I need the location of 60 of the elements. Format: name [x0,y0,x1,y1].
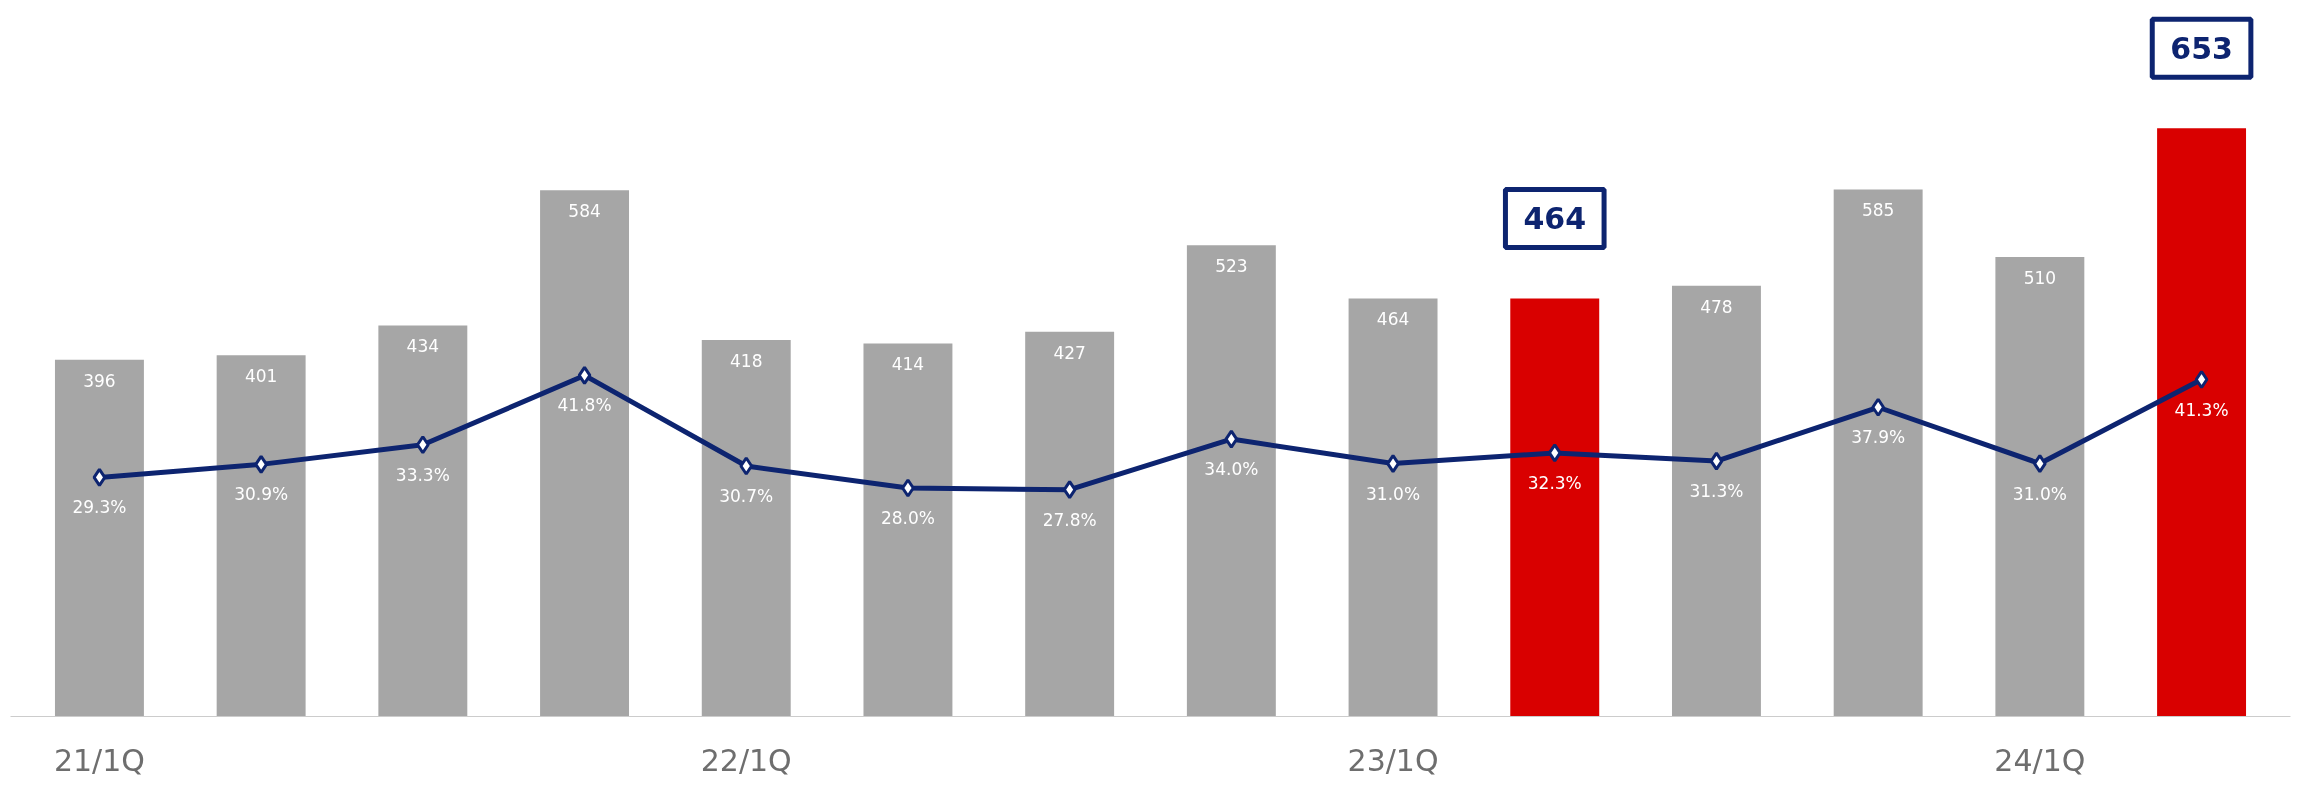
point [901,478,915,498]
data-label: 30.7% [719,486,774,507]
bar [1995,257,2085,717]
data-label: 427 [1053,342,1086,363]
bar [216,355,306,717]
point [577,365,592,385]
bar [54,359,144,717]
bar [1186,245,1276,717]
data-label: 434 [406,336,440,357]
data-label: 414 [891,354,925,375]
data-label: 31.0% [1366,483,1421,504]
data-label: 401 [244,366,278,387]
point [1062,480,1077,500]
bar [2157,128,2247,717]
data-label: 523 [1215,256,1248,277]
data-label: 31.0% [2012,483,2067,504]
data-label: 396 [83,370,116,391]
data-label: 32.3% [1527,472,1582,493]
point [92,467,107,487]
bar [540,190,630,717]
x-tick-label: 24/1Q [1994,742,2086,778]
point [1709,451,1724,471]
point [254,454,268,474]
point [1224,429,1239,449]
data-label: 464 [1376,309,1410,330]
bar [1510,298,1600,717]
data-label: 28.0% [880,508,935,529]
point [2194,370,2209,390]
data-label: 27.8% [1042,509,1097,530]
bar [1025,331,1115,717]
bar [378,325,468,717]
point [1547,443,1562,463]
bar [1348,298,1438,717]
data-label: 585 [1861,200,1895,221]
data-label: 41.8% [557,395,612,416]
data-label: 34.0% [1204,459,1259,480]
x-tick-label: 22/1Q [700,742,792,778]
bar [1671,285,1761,717]
point [1386,454,1400,474]
x-tick-label: 21/1Q [53,742,145,778]
data-label: 29.3% [72,497,127,518]
x-tick-label: 23/1Q [1347,742,1439,778]
data-label: 30.9% [234,484,289,505]
data-label: 31.3% [1689,481,1744,502]
point [739,456,754,476]
point [1871,397,1885,417]
data-label: 653 [2170,31,2233,67]
data-label: 41.3% [2174,399,2229,420]
point [2033,454,2047,474]
bar [863,343,953,717]
bar [701,339,791,717]
point [416,435,430,455]
data-label: 37.9% [1851,427,1906,448]
bar [1833,189,1923,717]
data-label: 418 [730,350,763,371]
data-label: 478 [1700,296,1733,317]
data-label: 584 [568,201,601,222]
data-label: 464 [1523,201,1587,237]
data-label: 33.3% [395,464,450,485]
data-label: 510 [2023,268,2057,289]
